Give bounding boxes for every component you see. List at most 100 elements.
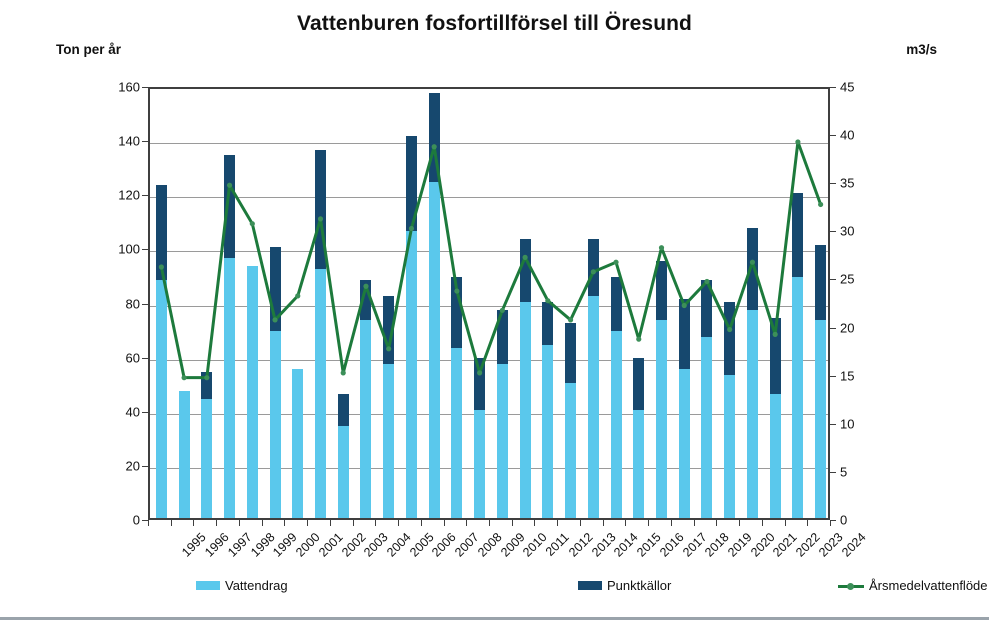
bar-segment-vattendrag [201,398,213,518]
secondary-y-axis-tick-label: 45 [840,79,855,95]
bar-segment-punktkallor [474,358,486,410]
bar-segment-vattendrag [269,331,281,518]
bar-column [201,371,213,518]
y-axis-tick-label: 0 [132,512,140,528]
gridline [150,413,828,415]
x-axis-tick-mark [761,520,763,526]
secondary-y-axis-tick-mark [830,279,836,281]
bar-segment-vattendrag [451,347,463,518]
x-axis-tick-mark [511,520,513,526]
bar-column [337,393,349,518]
secondary-y-axis-tick-mark [830,87,836,88]
bar-segment-punktkallor [587,239,599,297]
legend-line-sample [838,581,864,591]
y-axis-tick-label: 80 [125,296,140,311]
y-axis-tick-mark [142,87,148,88]
secondary-y-axis-tick-label: 15 [840,368,855,384]
secondary-y-axis-tick-mark [830,471,836,473]
legend-item[interactable]: Punktkällor [578,578,671,593]
line-data-point [613,259,619,265]
x-axis-tick-mark [807,520,809,526]
x-axis-tick-mark [670,520,672,526]
bar-segment-vattendrag [496,363,508,518]
x-axis-tick-label: 2003 [361,530,391,560]
bar-column [701,279,713,518]
x-axis-tick-mark [602,520,604,526]
bar-segment-vattendrag [610,331,622,518]
secondary-y-axis-tick-label: 25 [840,271,855,287]
x-axis-tick-mark [579,520,581,526]
bar-segment-vattendrag [383,363,395,518]
x-axis-tick-mark [830,520,831,526]
x-axis-tick-label: 1996 [202,530,232,560]
line-data-point [386,346,392,352]
legend-item[interactable]: Årsmedelvattenflöde [838,578,988,593]
bar-segment-vattendrag [792,277,804,518]
bar-segment-punktkallor [633,358,645,410]
y-axis-tick-mark [142,249,148,251]
bar-column [815,244,827,518]
bar-segment-punktkallor [428,93,440,183]
legend-label: Punktkällor [607,578,672,593]
secondary-y-axis-tick-label: 5 [840,464,848,480]
x-axis-tick-mark [420,520,422,526]
x-axis-tick-label: 1995 [179,530,210,560]
bar-column [678,298,690,518]
y-axis-tick-label: 120 [118,187,140,203]
line-data-point [454,288,460,294]
line-data-point [818,201,824,208]
bar-segment-punktkallor [155,185,167,280]
bar-column [383,296,395,518]
left-axis-tick-marks [141,87,148,521]
x-axis-tick-label: 2005 [406,530,437,560]
bar-segment-vattendrag [565,382,577,518]
x-axis-tick-label: 2012 [565,530,596,560]
bar-column [155,185,167,518]
x-axis-tick-mark [648,520,650,526]
line-data-point [727,326,733,333]
x-axis-tick-mark [170,520,172,526]
bar-segment-punktkallor [542,301,554,345]
x-axis-tick-label: 1999 [270,530,301,560]
bar-segment-vattendrag [474,409,486,518]
y-axis-tick-label: 40 [125,404,140,420]
plot-area [148,87,830,520]
x-axis-tick-mark [784,520,786,526]
bar-segment-punktkallor [315,149,326,270]
legend-item[interactable]: Vattendrag [196,578,288,593]
line-data-point [249,221,255,227]
x-axis-tick-label: 2008 [475,530,505,560]
x-axis-tick-label: 2013 [588,530,619,560]
bar-column [656,260,667,518]
x-axis-tick-mark [466,520,468,526]
line-data-point [590,269,596,275]
gridline [150,251,828,253]
gridline [150,359,828,361]
x-axis-tick-mark [534,520,536,526]
x-axis-tick-mark [693,520,695,526]
line-data-point [636,336,642,342]
legend-line-marker [847,582,854,590]
bar-segment-punktkallor [451,277,463,348]
bar-segment-punktkallor [224,155,236,259]
line-data-point [477,370,483,376]
line-path-arsmedelvattenflode [159,140,823,380]
gridline [150,305,828,307]
bar-column [610,277,622,518]
x-axis-tick-label: 2006 [429,530,460,560]
bar-segment-punktkallor [792,193,804,278]
y-axis-tick-label: 160 [118,79,140,95]
bar-column [769,317,781,518]
bar-segment-punktkallor [610,277,622,332]
bar-segment-punktkallor [678,298,690,370]
right-axis-tick-marks [830,87,837,521]
left-axis-unit-label: Ton per år [56,42,122,57]
bar-segment-punktkallor [269,247,281,332]
left-axis-tick-labels: 0 20 40 60 80 100 120 140 160 [96,80,140,528]
line-data-point [431,144,437,150]
x-axis-tick-label: 2021 [770,530,801,560]
line-data-point [704,278,710,285]
line-series-svg [158,139,824,381]
bar-segment-vattendrag [519,301,531,518]
